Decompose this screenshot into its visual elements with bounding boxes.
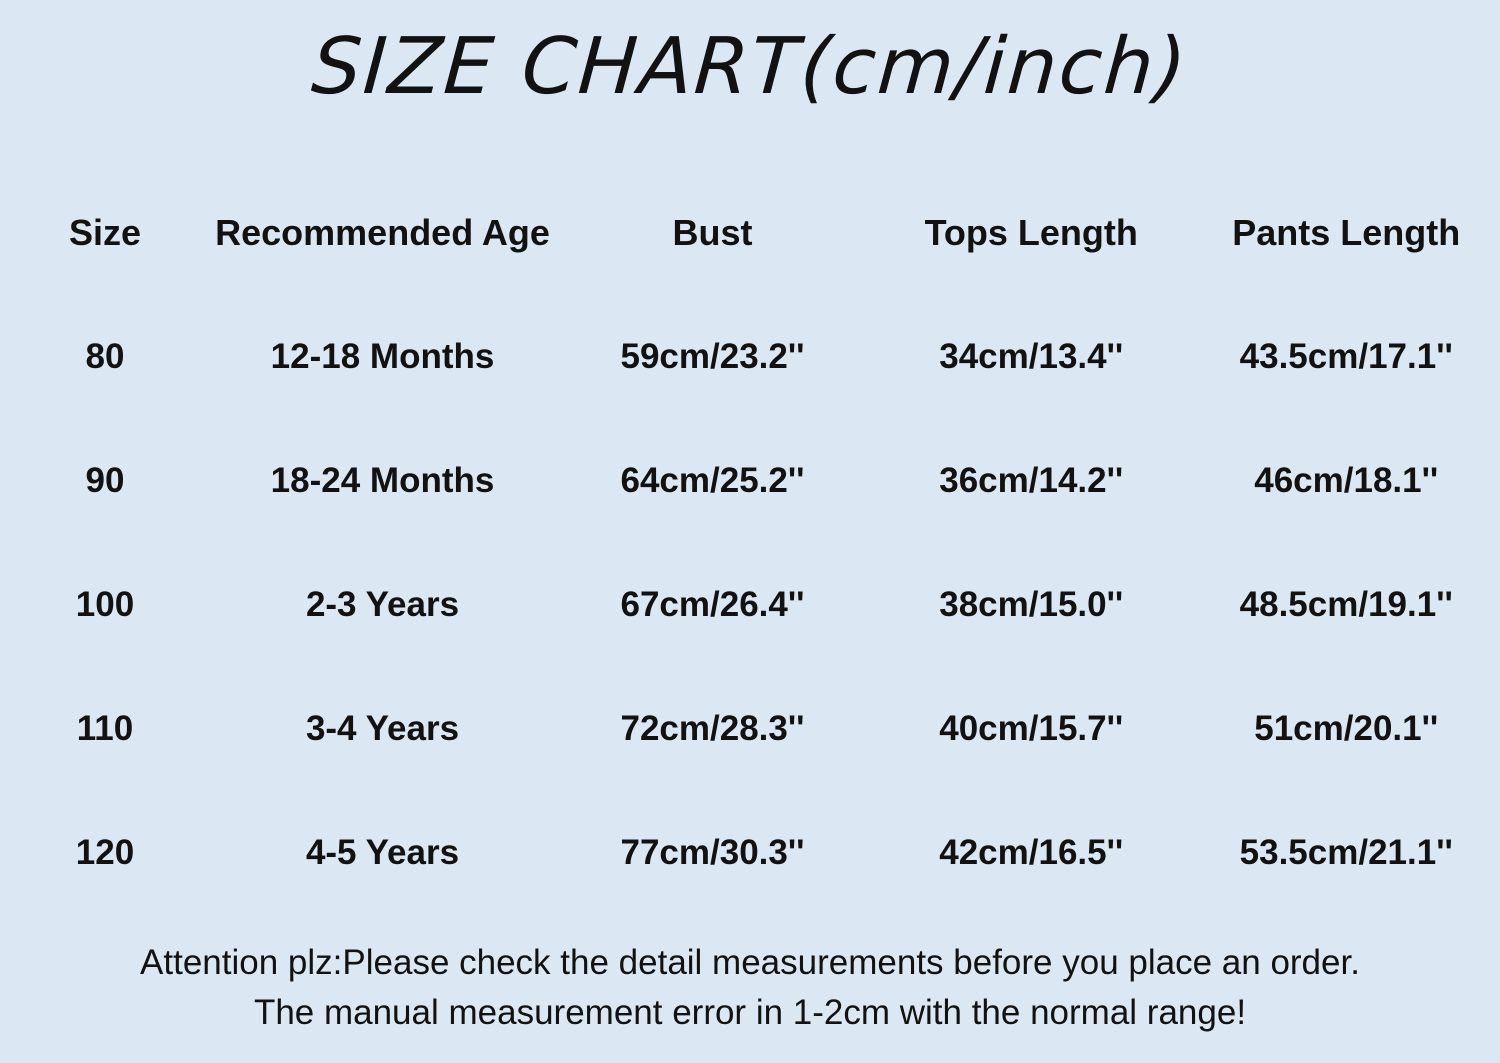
cell-size-120: 120 [75, 833, 135, 872]
cell-bust-120: 77cm/30.3'' [620, 833, 805, 872]
attention-note: Attention plz:Please check the detail me… [0, 938, 1500, 1038]
attention-note-line1: Attention plz:Please check the detail me… [140, 943, 1360, 982]
cell-age-90: 18-24 Months [270, 461, 495, 500]
cell-tops-length-90: 36cm/14.2'' [939, 461, 1124, 500]
cell-tops-length-110: 40cm/15.7'' [939, 709, 1124, 748]
cell-age-80: 12-18 Months [270, 337, 495, 376]
cell-pants-length-120: 53.5cm/21.1'' [1239, 833, 1453, 872]
cell-size-90: 90 [85, 461, 125, 500]
cell-bust-100: 67cm/26.4'' [620, 585, 805, 624]
attention-note-line2: The manual measurement error in 1-2cm wi… [253, 993, 1247, 1032]
column-header-pants-length: Pants Length [1232, 212, 1461, 253]
cell-size-100: 100 [75, 585, 135, 624]
cell-size-110: 110 [76, 709, 134, 748]
cell-pants-length-90: 46cm/18.1'' [1254, 461, 1439, 500]
cell-bust-110: 72cm/28.3'' [620, 709, 805, 748]
cell-pants-length-110: 51cm/20.1'' [1254, 709, 1439, 748]
cell-pants-length-100: 48.5cm/19.1'' [1239, 585, 1453, 624]
column-header-bust: Bust [672, 212, 753, 253]
cell-age-110: 3-4 Years [305, 709, 460, 748]
cell-size-80: 80 [85, 337, 125, 376]
page-title: SIZE CHART(cm/inch) [308, 22, 1192, 112]
cell-pants-length-80: 43.5cm/17.1'' [1239, 337, 1453, 376]
cell-age-120: 4-5 Years [305, 833, 460, 872]
cell-tops-length-120: 42cm/16.5'' [939, 833, 1124, 872]
cell-bust-80: 59cm/23.2'' [620, 337, 805, 376]
cell-tops-length-100: 38cm/15.0'' [939, 585, 1124, 624]
column-header-recommended-age: Recommended Age [215, 212, 550, 253]
column-header-size: Size [68, 212, 142, 253]
cell-age-100: 2-3 Years [305, 585, 460, 624]
cell-tops-length-80: 34cm/13.4'' [939, 337, 1124, 376]
cell-bust-90: 64cm/25.2'' [620, 461, 805, 500]
column-header-tops-length: Tops Length [924, 212, 1138, 253]
size-chart-table: Size Recommended Age Bust Tops Length Pa… [0, 171, 1500, 915]
